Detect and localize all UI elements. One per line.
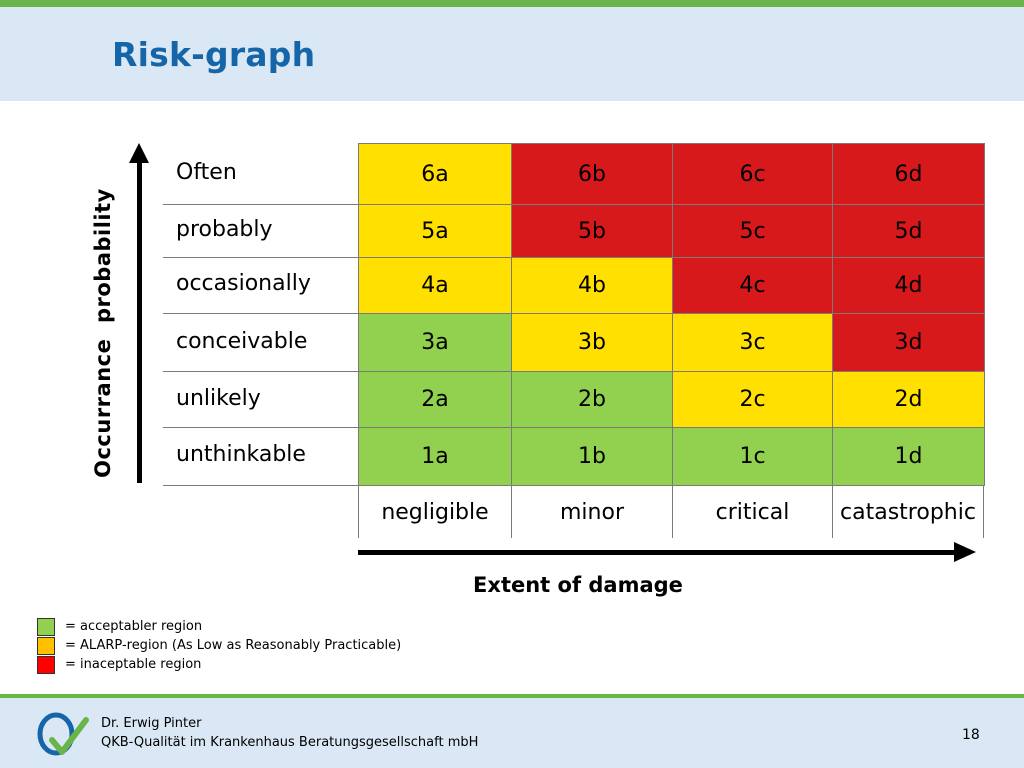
x-axis-label: Extent of damage bbox=[473, 573, 683, 597]
legend-swatch bbox=[37, 637, 55, 655]
y-axis-arrow-head bbox=[129, 143, 149, 163]
column-label: negligible bbox=[358, 486, 511, 538]
x-axis-arrow-head bbox=[954, 542, 976, 562]
row-label: conceivable bbox=[176, 329, 308, 354]
risk-cell: 3b bbox=[511, 313, 673, 372]
risk-cell: 3a bbox=[358, 313, 512, 372]
slide-header bbox=[0, 7, 1024, 101]
row-separator bbox=[163, 485, 358, 486]
legend-text: = inaceptable region bbox=[65, 657, 202, 672]
risk-cell: 1b bbox=[511, 427, 673, 486]
y-axis-arrow-shaft bbox=[137, 160, 142, 483]
risk-cell: 6a bbox=[358, 143, 512, 205]
legend-text: = acceptabler region bbox=[65, 619, 203, 634]
risk-cell: 2a bbox=[358, 371, 512, 428]
column-label: catastrophic bbox=[832, 486, 984, 538]
risk-cell: 2b bbox=[511, 371, 673, 428]
footer-author-name: Dr. Erwig Pinter bbox=[101, 716, 202, 731]
qkb-logo-icon bbox=[37, 712, 89, 756]
legend-swatch bbox=[37, 618, 55, 636]
risk-cell: 4b bbox=[511, 257, 673, 314]
row-label: Often bbox=[176, 160, 237, 185]
footer-company-name: QKB-Qualität im Krankenhaus Beratungsges… bbox=[101, 735, 479, 750]
row-separator bbox=[163, 313, 358, 314]
column-label: critical bbox=[672, 486, 832, 538]
slide-title: Risk-graph bbox=[112, 35, 316, 74]
risk-cell: 6b bbox=[511, 143, 673, 205]
risk-cell: 4c bbox=[672, 257, 833, 314]
risk-cell: 3d bbox=[832, 313, 985, 372]
page-number: 18 bbox=[962, 727, 980, 743]
column-label: minor bbox=[511, 486, 672, 538]
risk-cell: 6d bbox=[832, 143, 985, 205]
risk-cell: 5d bbox=[832, 204, 985, 258]
row-label: unlikely bbox=[176, 386, 261, 411]
risk-cell: 1d bbox=[832, 427, 985, 486]
row-separator bbox=[163, 257, 358, 258]
row-separator bbox=[163, 371, 358, 372]
row-label: occasionally bbox=[176, 271, 311, 296]
legend-swatch bbox=[37, 656, 55, 674]
x-axis-arrow-shaft bbox=[358, 550, 956, 555]
risk-cell: 4a bbox=[358, 257, 512, 314]
row-label: unthinkable bbox=[176, 442, 306, 467]
slide-footer bbox=[0, 698, 1024, 768]
risk-cell: 2d bbox=[832, 371, 985, 428]
risk-cell: 4d bbox=[832, 257, 985, 314]
risk-cell: 3c bbox=[672, 313, 833, 372]
y-axis-label: Occurrance probability bbox=[91, 188, 115, 478]
risk-cell: 2c bbox=[672, 371, 833, 428]
risk-cell: 5b bbox=[511, 204, 673, 258]
risk-cell: 1a bbox=[358, 427, 512, 486]
risk-cell: 6c bbox=[672, 143, 833, 205]
row-label: probably bbox=[176, 217, 273, 242]
legend-text: = ALARP-region (As Low as Reasonably Pra… bbox=[65, 638, 402, 653]
risk-cell: 5c bbox=[672, 204, 833, 258]
risk-cell: 1c bbox=[672, 427, 833, 486]
row-separator bbox=[163, 427, 358, 428]
top-accent-stripe bbox=[0, 0, 1024, 7]
row-separator bbox=[163, 204, 358, 205]
risk-cell: 5a bbox=[358, 204, 512, 258]
footer-accent-line bbox=[0, 694, 1024, 698]
